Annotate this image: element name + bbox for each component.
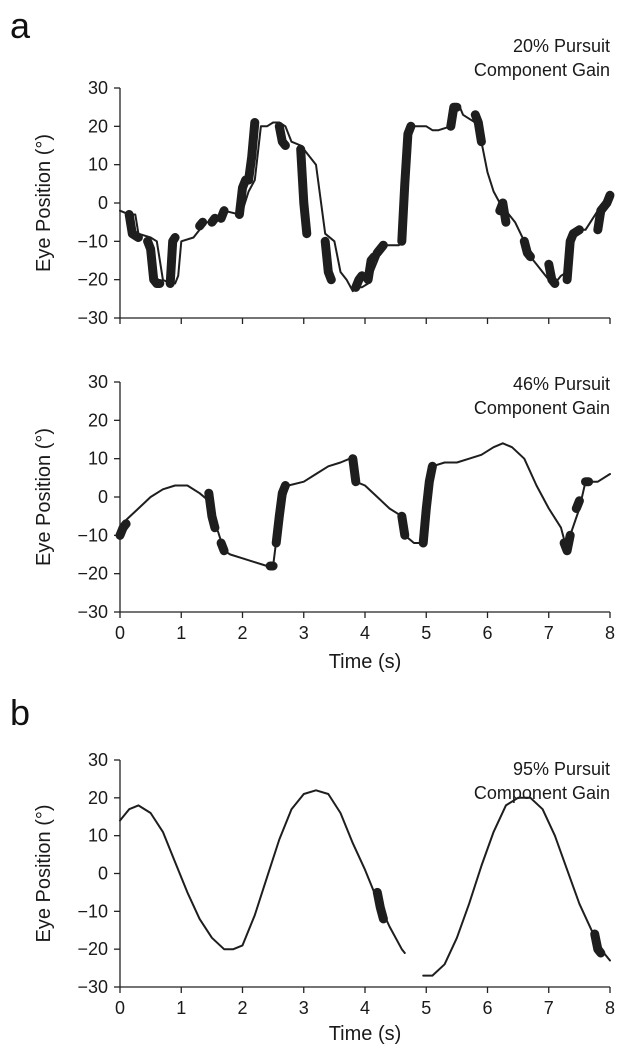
saccade-segment	[562, 225, 584, 285]
panel-letter-a: a	[10, 5, 31, 46]
y-axis-title: Eye Position (°)	[33, 134, 55, 272]
x-tick-label: 8	[605, 623, 615, 643]
chart-panel-a-bottom: 30 20 10 0 −10 −20 −30 0 1 2 3 4 5 6 7 8 Eye Position (°…	[33, 372, 615, 673]
x-tick-label: 8	[605, 998, 615, 1018]
saccade-segment	[559, 530, 575, 556]
eye-position-trace	[119, 106, 611, 293]
y-tick-label: 30	[88, 78, 108, 98]
saccade-segment	[244, 118, 260, 185]
y-tick-label: −30	[77, 977, 108, 997]
y-tick-label: 20	[88, 788, 108, 808]
saccade-segment	[519, 236, 535, 262]
chart-panel-a-top: 30 20 10 0 −10 −20 −30 Eye Position (°) 20% Purs…	[33, 36, 615, 328]
y-tick-label: −30	[77, 308, 108, 328]
saccade-segment	[593, 190, 615, 235]
saccade-segment	[204, 488, 220, 533]
gain-annotation: Component Gain	[474, 783, 610, 803]
x-tick-label: 6	[482, 623, 492, 643]
panel-letter-b: b	[10, 692, 30, 733]
gain-annotation: Component Gain	[474, 398, 610, 418]
y-tick-label: −20	[77, 270, 108, 290]
saccade-segment	[495, 198, 511, 227]
gain-annotation: Component Gain	[474, 60, 610, 80]
y-tick-label: 10	[88, 449, 108, 469]
eye-position-trace	[119, 789, 406, 954]
saccade-segment	[397, 121, 416, 246]
saccade-segment	[216, 538, 229, 556]
eye-position-trace	[422, 796, 611, 977]
y-tick-label: 0	[98, 193, 108, 213]
y-tick-label: 10	[88, 155, 108, 175]
x-tick-label: 0	[115, 623, 125, 643]
y-tick-label: −30	[77, 602, 108, 622]
x-axis-title: Time (s)	[329, 1023, 402, 1045]
y-tick-label: 0	[98, 864, 108, 884]
y-tick-label: −10	[77, 231, 108, 251]
y-tick-label: −20	[77, 564, 108, 584]
y-tick-label: 10	[88, 826, 108, 846]
gain-annotation: 46% Pursuit	[513, 374, 610, 394]
y-tick-label: 30	[88, 372, 108, 392]
saccade-segment	[207, 213, 220, 227]
y-tick-label: −10	[77, 525, 108, 545]
saccade-segment	[348, 454, 361, 487]
saccade-segment	[274, 121, 290, 150]
x-tick-label: 4	[360, 623, 370, 643]
saccade-segment	[296, 144, 312, 239]
saccade-segment	[271, 481, 290, 548]
x-tick-label: 0	[115, 998, 125, 1018]
saccade-segment	[320, 236, 336, 285]
x-tick-label: 3	[299, 623, 309, 643]
x-tick-label: 4	[360, 998, 370, 1018]
saccade-segment	[143, 236, 165, 288]
saccade-segment	[590, 929, 606, 958]
y-tick-label: 30	[88, 750, 108, 770]
saccade-segment	[124, 210, 143, 242]
x-tick-label: 2	[237, 623, 247, 643]
saccade-segment	[470, 110, 486, 147]
x-tick-label: 7	[544, 623, 554, 643]
x-tick-label: 6	[482, 998, 492, 1018]
x-tick-label: 1	[176, 998, 186, 1018]
x-tick-label: 5	[421, 998, 431, 1018]
saccade-segment	[165, 233, 180, 288]
y-axis-title: Eye Position (°)	[33, 804, 55, 942]
y-tick-label: −20	[77, 939, 108, 959]
y-tick-label: 0	[98, 487, 108, 507]
saccade-segment	[446, 102, 462, 131]
x-tick-label: 7	[544, 998, 554, 1018]
y-tick-label: −10	[77, 901, 108, 921]
saccade-segment	[544, 259, 560, 288]
x-tick-label: 3	[299, 998, 309, 1018]
x-axis-title: Time (s)	[329, 651, 402, 673]
gain-annotation: 95% Pursuit	[513, 759, 610, 779]
x-tick-label: 1	[176, 623, 186, 643]
saccade-segment	[234, 175, 251, 219]
y-tick-label: 20	[88, 410, 108, 430]
saccade-segment	[372, 240, 388, 258]
eye-position-trace	[119, 442, 611, 567]
chart-panel-b: 30 20 10 0 −10 −20 −30 0 1 2 3 4 5 6 7 8 Eye Position (°…	[33, 750, 615, 1045]
saccade-segment	[216, 206, 229, 223]
saccade-segment	[372, 887, 388, 924]
y-axis-title: Eye Position (°)	[33, 428, 55, 566]
y-tick-label: 20	[88, 116, 108, 136]
x-tick-label: 2	[237, 998, 247, 1018]
saccade-segment	[363, 252, 379, 285]
x-tick-label: 5	[421, 623, 431, 643]
saccade-segment	[418, 461, 437, 548]
saccade-segment	[397, 511, 410, 540]
saccade-segment	[571, 496, 584, 513]
gain-annotation: 20% Pursuit	[513, 36, 610, 56]
saccade-segment	[351, 271, 367, 292]
saccade-segment	[115, 519, 131, 540]
saccade-segment	[195, 217, 208, 231]
